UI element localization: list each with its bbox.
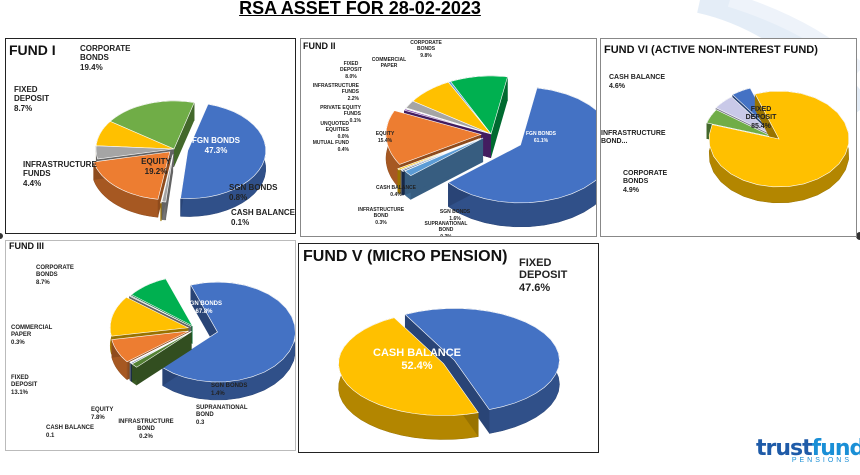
pie-chart-fund2: FGN BONDS 61.1%SGN BONDS 1.6%SUPRANATIONAL…	[301, 39, 597, 237]
panel-fund2: FUND II FGN BONDS 61.1% SGN BONDS 1.6% SUPRA…	[300, 38, 597, 237]
data-label-3: CASH BALANCE 0.1%	[231, 208, 296, 227]
data-label-2: CORPORATE BONDS 4.9%	[623, 170, 668, 194]
data-label-6: FIXED DEPOSIT 8.7%	[14, 85, 49, 113]
pie-chart-fund6: FIXED DEPOSIT 85.4%CORPORATE BONDS 4.9%INFRA…	[601, 39, 857, 237]
panel-fund5: FUND V (MICRO PENSION) CASH BALANCE 52.4%…	[298, 243, 599, 453]
data-label-7: FIXED DEPOSIT 13.1%	[11, 375, 38, 396]
trustfund-logo: trustfund PENSIONS	[756, 436, 852, 464]
pie-chart-fund1: FGN BONDS 47.3%SGN BONDS 0.8%CASH BALANCE 0…	[6, 39, 296, 234]
data-label-4: CASH BALANCE 4.6%	[609, 74, 665, 90]
data-label-10: INFRASTRUCTURE FUNDS 2.2%	[313, 83, 360, 102]
pie-chart-fund3: FGN BONDS 67.8%SGN BONDS 1.4%SUPRANATIONAL…	[6, 241, 296, 451]
panel-fund1: FUND I FGN BONDS 47.3% SGN BONDS 0.8% CASH B…	[5, 38, 296, 234]
data-label-7: MUTUAL FUND 0.4%	[313, 140, 350, 153]
panel-fund3: FUND III FGN BONDS 67.8% SGN BONDS 1.4% SUPR…	[5, 240, 296, 451]
data-label-3: SUPRANATIONAL BOND 0.3%	[425, 221, 468, 237]
data-label-7: CORPORATE BONDS 19.4%	[80, 44, 131, 72]
panel-fund6: FUND VI (ACTIVE NON-INTEREST FUND) FIXED…	[600, 38, 857, 237]
data-label-11: FIXED DEPOSIT 8.0%	[340, 61, 362, 80]
data-label-8: UNQUOTED EQUITIES 0.0%	[320, 121, 349, 140]
data-label-2: FIXED DEPOSIT 47.6%	[519, 257, 568, 294]
data-label-5: CASH BALANCE 0.1	[46, 425, 94, 439]
data-label-3: INFRASTRUCTURE BOND...	[601, 130, 666, 145]
data-label-12: COMMERCIAL PAPER	[372, 57, 406, 69]
data-label-4: EQUITY 19.2%	[141, 157, 171, 176]
data-label-6: EQUITY 7.8%	[91, 407, 113, 421]
data-label-6: EQUITY 15.4%	[376, 131, 395, 144]
page-title: RSA ASSET FOR 28-02-2023	[0, 0, 720, 19]
data-label-8: COMMERCIAL PAPER 0.3%	[11, 325, 53, 346]
data-label-4: INFRASTRUCTURE BOND 0.3%	[358, 207, 405, 226]
data-label-5: INFRASTRUCTURE FUNDS 4.4%	[23, 160, 97, 188]
data-label-13: CORPORATE BONDS 9.8%	[410, 40, 442, 59]
data-label-3: SUPRANATIONAL BOND 0.3	[196, 405, 248, 426]
data-label-9: CORPORATE BONDS 8.7%	[36, 265, 74, 286]
data-label-4: INFRASTRUCTURE BOND 0.2%	[118, 419, 173, 440]
pie-chart-fund5: CASH BALANCE 52.4%FIXED DEPOSIT 47.6%	[299, 244, 599, 453]
